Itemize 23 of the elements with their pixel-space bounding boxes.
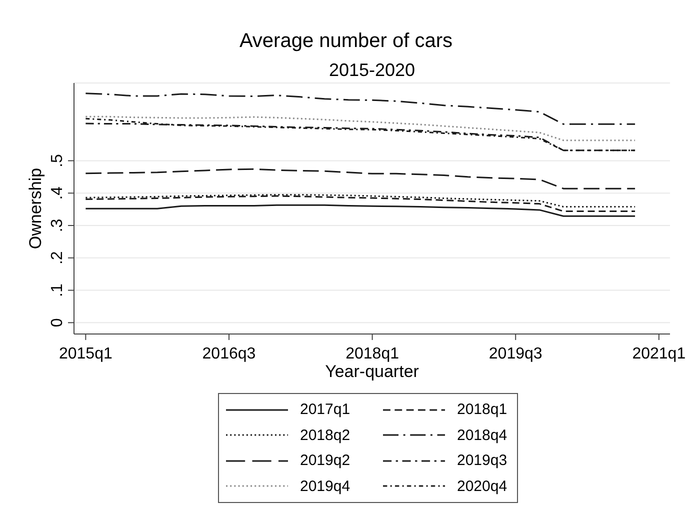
- y-tick-label: .3: [49, 218, 66, 232]
- legend-label: 2018q2: [300, 426, 350, 444]
- x-tick-label: 2018q1: [346, 345, 400, 362]
- y-tick-label: .2: [49, 251, 66, 265]
- x-tick-label: 2021q1: [632, 345, 686, 362]
- x-tick-label: 2016q3: [202, 345, 256, 362]
- y-tick-label: .1: [49, 284, 66, 297]
- legend-label: 2019q4: [300, 478, 350, 495]
- y-axis-title: Ownership: [26, 168, 45, 250]
- y-tick-label: 0: [49, 318, 66, 328]
- x-tick-label: 2015q1: [58, 345, 112, 362]
- legend-label: 2018q1: [457, 401, 508, 418]
- chart-title: Average number of cars: [239, 30, 453, 52]
- legend-label: 2019q2: [300, 452, 350, 470]
- legend-label: 2019q3: [457, 452, 508, 470]
- legend-label: 2020q4: [457, 478, 508, 495]
- legend-label: 2018q4: [457, 426, 508, 444]
- x-axis-title: Year-quarter: [325, 362, 420, 381]
- x-tick-label: 2019q3: [488, 345, 542, 362]
- y-tick-label: .4: [49, 186, 66, 200]
- chart-subtitle: 2015-2020: [328, 60, 416, 80]
- y-tick-label: .5: [49, 154, 66, 168]
- legend-label: 2017q1: [300, 401, 350, 418]
